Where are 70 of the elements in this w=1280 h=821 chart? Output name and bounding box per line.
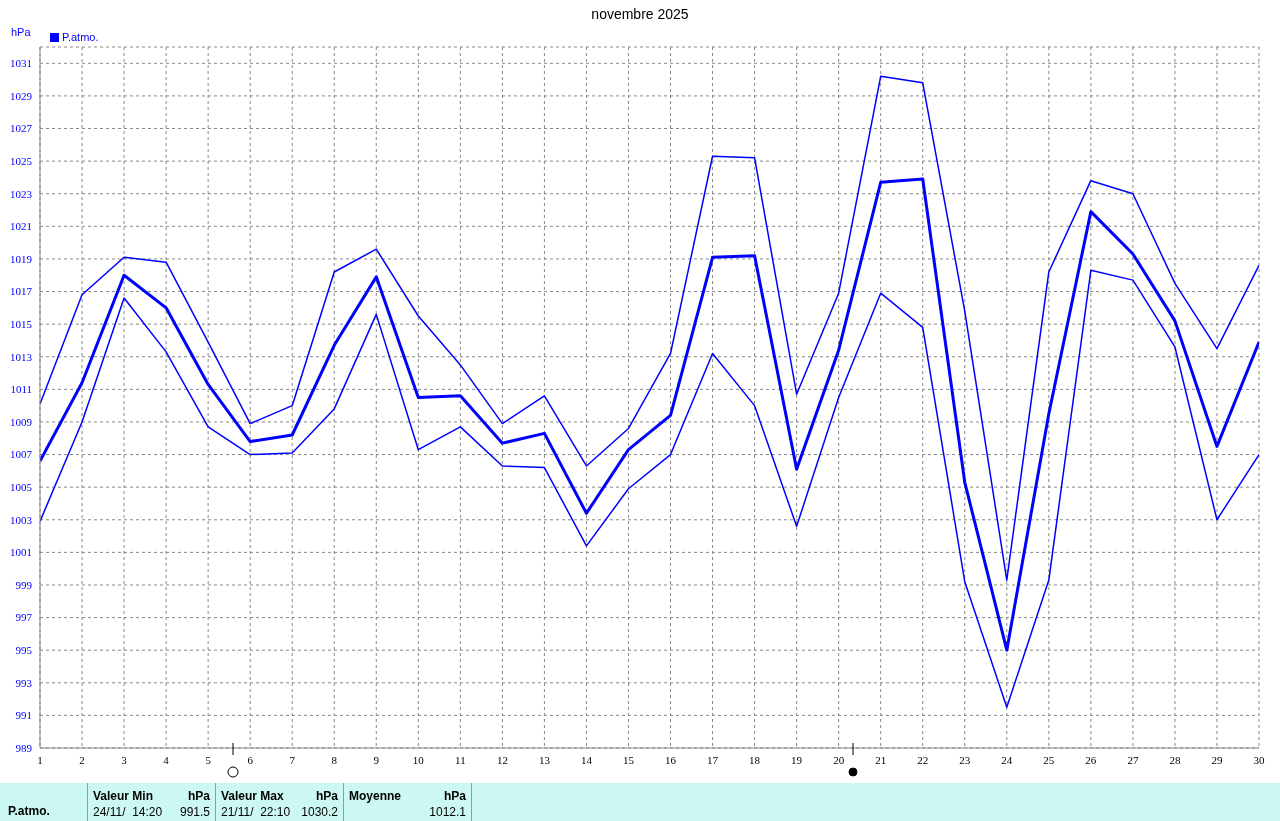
y-tick-label: 989	[15, 741, 33, 754]
y-tick-label: 1011	[10, 383, 32, 396]
y-tick-label: 1001	[10, 546, 32, 559]
x-tick-label: 4	[163, 753, 170, 766]
y-tick-label: 1013	[10, 350, 33, 363]
y-tick-label: 1025	[10, 155, 33, 168]
x-tick-label: 7	[289, 753, 296, 766]
x-tick-label: 10	[412, 753, 425, 766]
line-series	[40, 75, 1259, 581]
text: 24/11/ 14:20	[93, 805, 163, 819]
x-tick-label: 27	[1127, 753, 1139, 766]
x-tick-label: 29	[1211, 753, 1223, 766]
x-tick-label: 17	[707, 753, 719, 766]
text: 1030.2	[301, 805, 338, 819]
x-tick-label: 28	[1169, 753, 1181, 766]
y-tick-label: 991	[15, 709, 32, 722]
y-tick-label: 999	[15, 578, 33, 591]
x-tick-label: 5	[205, 753, 212, 766]
legend-label: P.atmo.	[61, 31, 99, 43]
y-tick-label: 1017	[10, 285, 33, 298]
x-tick-label: 25	[1043, 753, 1055, 766]
text: 21/11/ 22:10	[221, 805, 291, 819]
x-tick-label: 8	[331, 753, 338, 766]
x-tick-label: 23	[959, 753, 971, 766]
x-tick-label: 19	[791, 753, 803, 766]
x-tick-label: 26	[1085, 753, 1097, 766]
y-tick-label: 997	[15, 611, 33, 624]
line-series	[40, 177, 1259, 652]
y-tick-label: 1003	[10, 513, 33, 526]
x-tick-label: 3	[121, 753, 128, 766]
x-tick-label: 24	[1001, 753, 1013, 766]
y-tick-label: 1029	[10, 89, 33, 102]
x-tick-label: 6	[247, 753, 254, 766]
y-tick-label: 1015	[10, 318, 33, 331]
x-tick-label: 14	[580, 753, 593, 766]
x-tick-label: 9	[373, 753, 380, 766]
x-tick-label: 2	[79, 753, 85, 766]
text: hPa	[315, 789, 338, 803]
x-tick-label: 21	[875, 753, 887, 766]
y-tick-label: 995	[15, 644, 33, 657]
x-tick-label: 12	[496, 753, 508, 766]
text: Valeur Min	[93, 789, 154, 803]
y-tick-label: 1009	[10, 415, 33, 428]
y-tick-label: 1031	[10, 57, 32, 70]
text: hPa	[187, 789, 210, 803]
text: 1012.1	[429, 805, 466, 819]
x-tick-label: 13	[538, 753, 551, 766]
x-tick-label: 1	[37, 753, 43, 766]
text: hPa	[443, 789, 466, 803]
text: Valeur Max	[221, 789, 284, 803]
line-series	[40, 269, 1259, 708]
x-tick-label: 22	[917, 753, 929, 766]
x-tick-label: 16	[665, 753, 677, 766]
y-axis-title: hPa	[11, 26, 31, 38]
x-tick-label: 11	[455, 753, 466, 766]
x-tick-label: 30	[1253, 753, 1265, 766]
y-tick-label: 1021	[10, 220, 32, 233]
text: Moyenne	[349, 789, 402, 803]
y-tick-label: 1027	[10, 122, 33, 135]
x-tick-label: 20	[833, 753, 845, 766]
y-tick-label: 1007	[10, 448, 33, 461]
x-tick-label: 18	[749, 753, 761, 766]
chart-title: novembre 2025	[590, 6, 690, 22]
y-tick-label: 1023	[10, 187, 33, 200]
text: P.atmo.	[0, 783, 88, 821]
y-tick-label: 993	[15, 676, 33, 689]
text: 991.5	[179, 805, 210, 819]
y-tick-label: 1005	[10, 481, 33, 494]
y-tick-label: 1019	[10, 252, 33, 265]
x-tick-label: 15	[622, 753, 635, 766]
